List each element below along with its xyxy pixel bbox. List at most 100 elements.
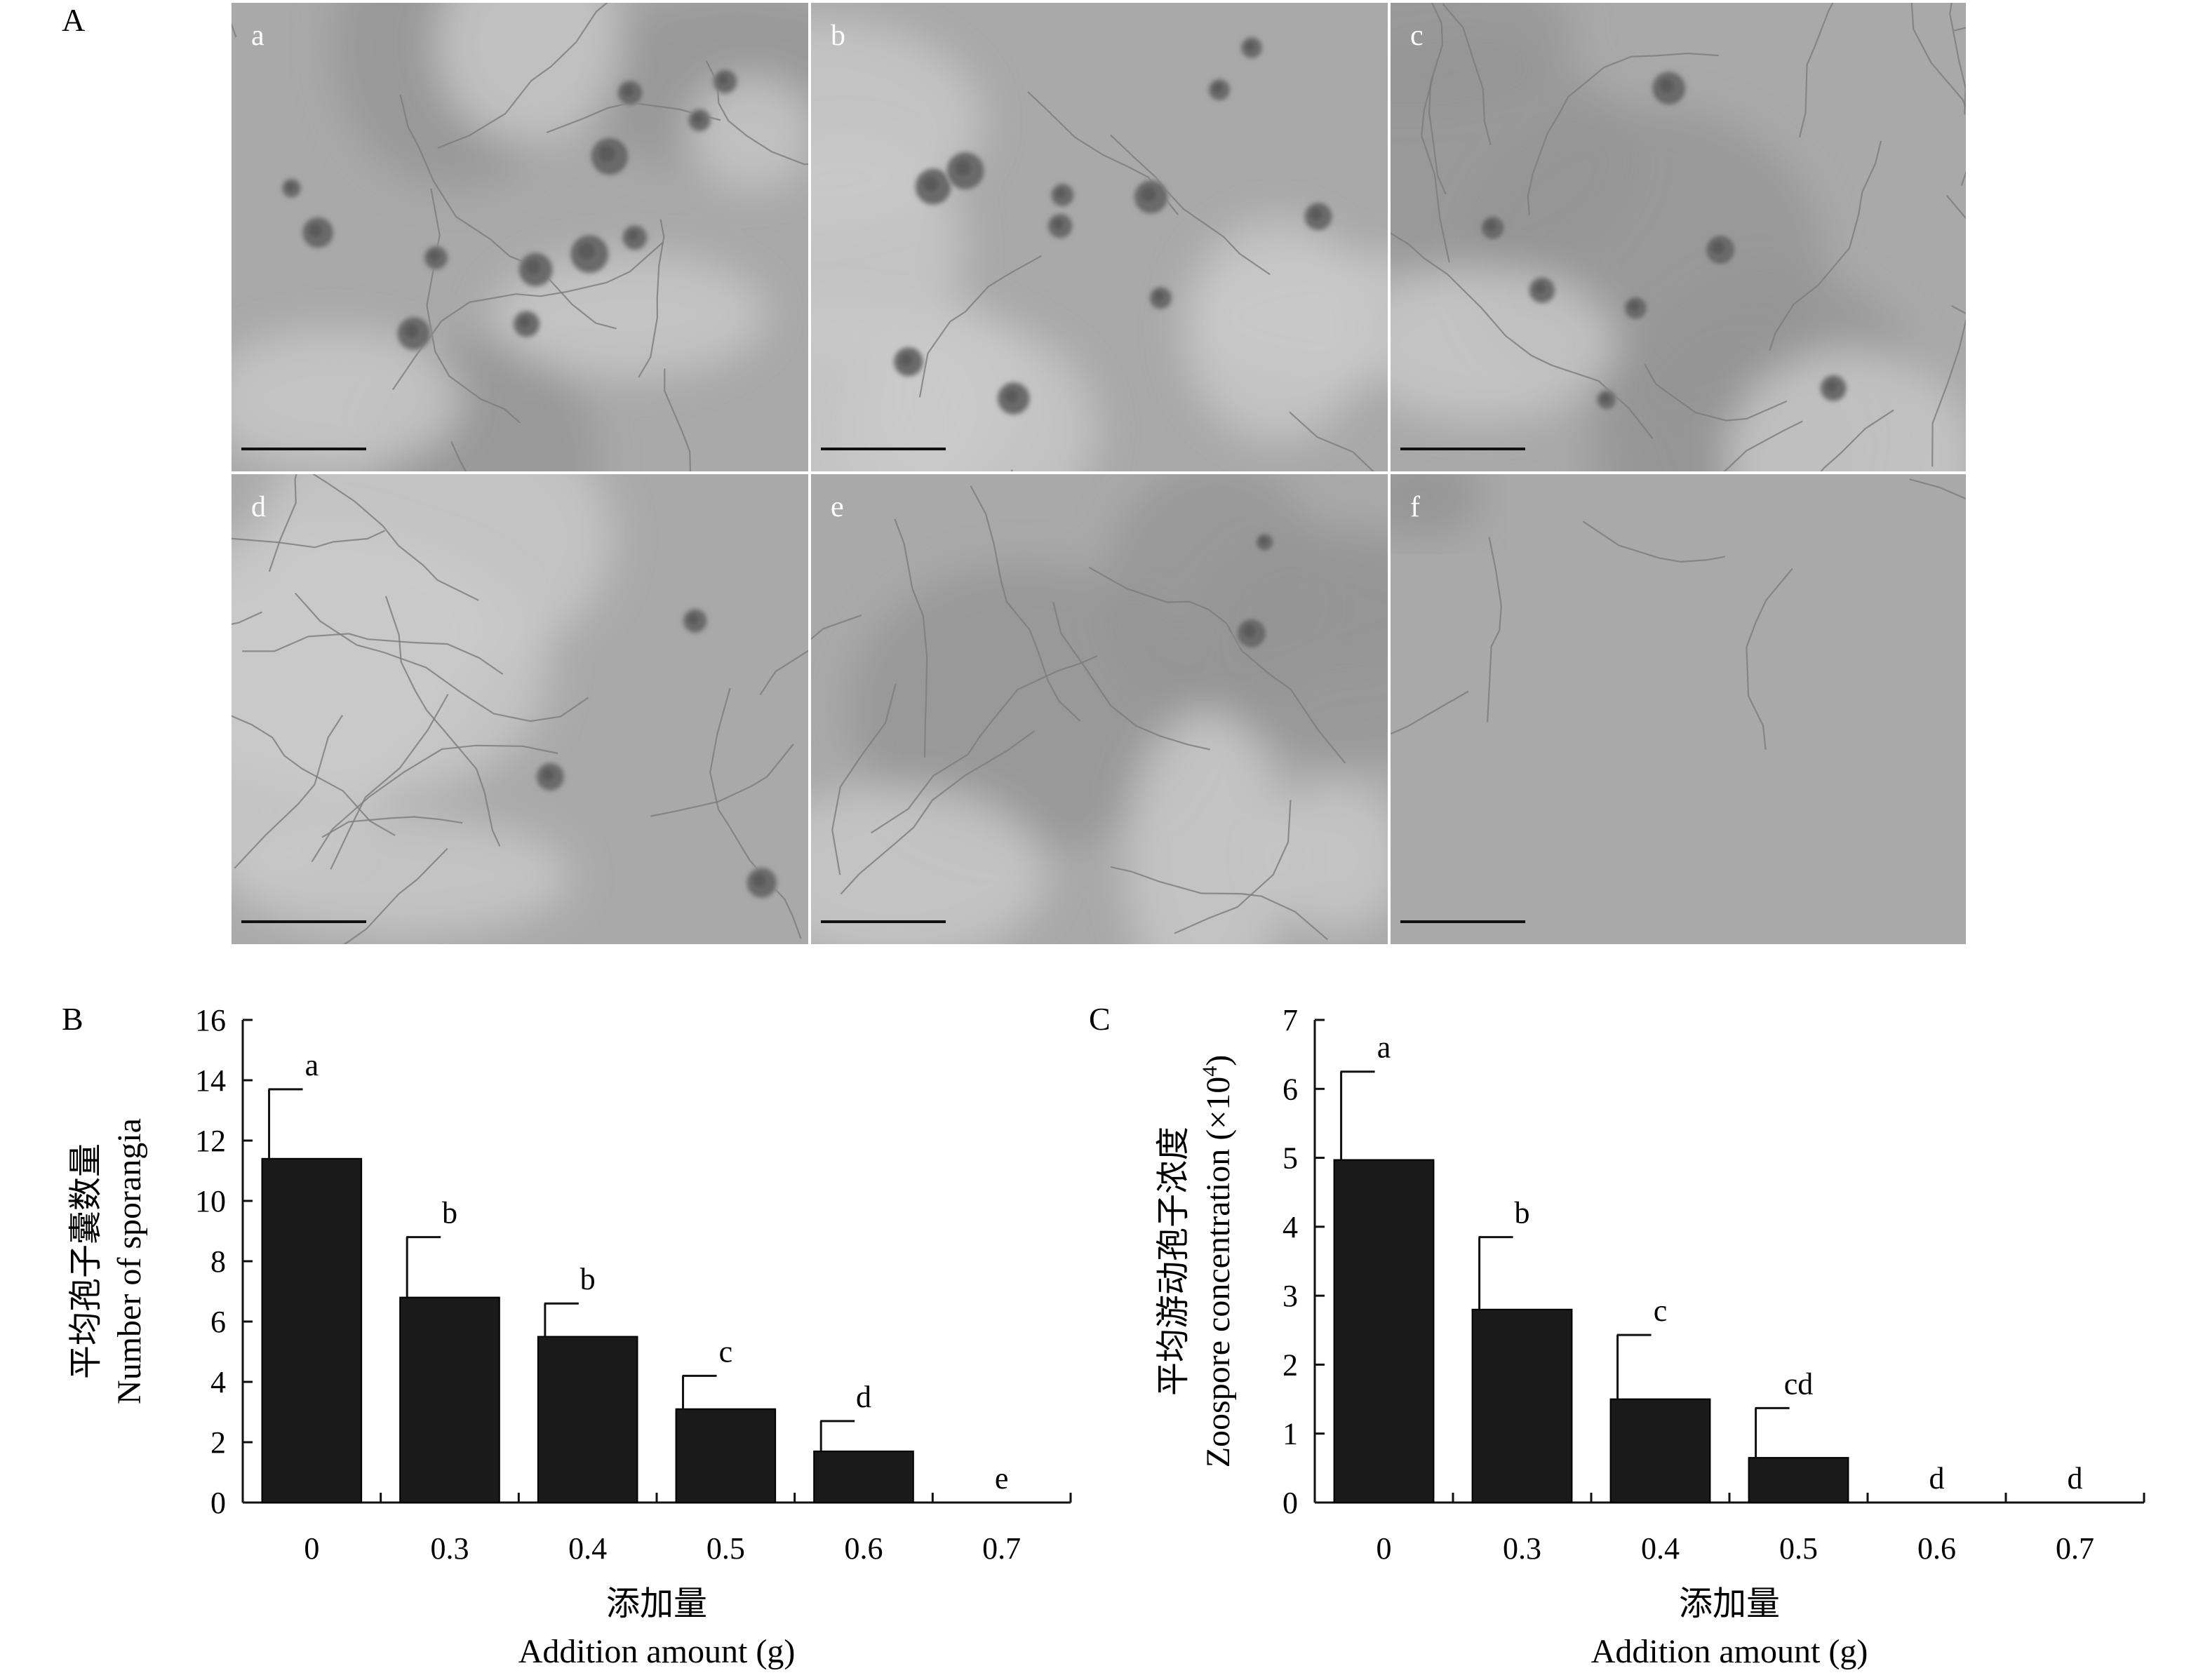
panel-c-label: C: [1089, 1001, 1111, 1037]
hypha: [384, 596, 501, 847]
hypha: [1582, 520, 1725, 563]
sporangium: [1254, 531, 1275, 553]
y-tick-label: 8: [210, 1244, 226, 1279]
hypha: [1527, 52, 1719, 215]
subpanel-label-c: c: [1410, 20, 1424, 52]
sporangium: [1527, 276, 1557, 304]
x-axis-title-zh: 添加量: [1679, 1585, 1780, 1622]
significance-letter: a: [1377, 1030, 1391, 1065]
subpanel-label-e: e: [831, 491, 844, 523]
sporangium: [621, 223, 649, 252]
hypha: [1931, 318, 1966, 467]
micrograph-c: c: [1391, 3, 1966, 471]
hypha: [311, 744, 558, 863]
hypha: [1088, 566, 1346, 764]
significance-letter: d: [2068, 1461, 2083, 1496]
sporangium: [1148, 285, 1174, 311]
y-axis-title-zh: 平均孢子囊数量: [67, 1143, 105, 1379]
hypha: [1820, 409, 1894, 471]
hypha: [918, 255, 1042, 398]
micrograph-a: a: [232, 3, 808, 471]
y-axis-title-superscript: 4: [1198, 1066, 1221, 1077]
subpanel-label-a: a: [251, 20, 264, 52]
bar: [813, 1450, 914, 1503]
y-tick-label: 14: [195, 1063, 226, 1098]
hypha: [1109, 134, 1271, 276]
micrograph-background: [1391, 474, 1966, 944]
sporangia-bar-chart: 0 2 4 6 8 10 12 14 16 0 a 0.3 b 0.4 b 0.5 c 0.6 d 0.7 e 添加量 Ad…: [67, 1003, 1072, 1670]
sporangium: [1703, 233, 1737, 267]
hypha: [638, 219, 665, 378]
hypha: [232, 715, 396, 836]
x-tick-label: 0.6: [1917, 1531, 1956, 1566]
bar: [261, 1157, 363, 1504]
significance-letter: cd: [1784, 1366, 1814, 1401]
hypha: [1946, 194, 1966, 220]
zoospore-bar-chart: 0 1 2 3 4 5 6 7 0 a 0.3 b 0.4 c 0.5 cd 0.6 d 0.7 d 添加量 Additi…: [1155, 1003, 2145, 1670]
hypha: [294, 592, 589, 723]
y-tick-label: 0: [1283, 1486, 1298, 1520]
significance-letter: a: [305, 1048, 319, 1082]
significance-letter: b: [442, 1196, 457, 1230]
micrograph-e: e: [811, 474, 1388, 944]
sporangium: [1622, 295, 1649, 321]
y-axis-title-main: Number of sporangia: [111, 1118, 148, 1404]
sporangium: [517, 251, 554, 288]
x-tick-label: 0.7: [982, 1531, 1021, 1566]
bar: [399, 1296, 500, 1503]
panel-a-label: A: [62, 2, 85, 38]
hypha: [232, 611, 263, 626]
hypha: [1174, 800, 1292, 934]
hypha: [1746, 567, 1793, 750]
hypha: [232, 22, 237, 38]
y-tick-label: 6: [210, 1305, 226, 1339]
x-tick-label: 0.3: [1503, 1531, 1541, 1566]
micrograph-d: d: [232, 474, 808, 944]
bar: [1333, 1159, 1435, 1504]
sporangium: [996, 381, 1031, 416]
y-axis-title: Number of sporangia: [111, 1118, 148, 1404]
hypha: [1027, 91, 1179, 215]
sporangium: [892, 346, 924, 377]
bar: [537, 1336, 638, 1503]
significance-letter: c: [1654, 1293, 1668, 1328]
sporangium: [569, 233, 610, 274]
hypha: [894, 518, 928, 758]
sporangium: [711, 67, 739, 95]
sporangium: [1049, 182, 1076, 208]
x-tick-label: 0: [304, 1531, 319, 1566]
hypha: [970, 485, 1081, 722]
sporangium: [1239, 35, 1264, 60]
hypha: [1110, 866, 1328, 941]
y-tick-label: 4: [1283, 1210, 1298, 1244]
hypha: [840, 730, 1036, 895]
hypha: [1769, 140, 1882, 351]
y-tick-label: 7: [1283, 1003, 1298, 1037]
hypha: [399, 94, 617, 330]
hypha: [1487, 537, 1503, 723]
hypha: [330, 694, 449, 870]
hypha: [321, 816, 463, 838]
hypha: [1953, 27, 1966, 32]
sporangium: [744, 866, 779, 900]
sporangium: [1650, 69, 1687, 107]
hypha: [1951, 305, 1966, 315]
y-tick-label: 10: [195, 1184, 226, 1218]
x-tick-label: 0.7: [2056, 1531, 2094, 1566]
y-axis-title-zh: 平均游动孢子浓度: [1155, 1127, 1192, 1396]
sporangium: [1207, 77, 1232, 102]
sporangium: [396, 315, 432, 351]
hypha: [234, 715, 344, 869]
x-axis-title: Addition amount (g): [518, 1633, 796, 1670]
hypha: [450, 441, 467, 471]
bar: [675, 1408, 777, 1503]
hypha: [268, 474, 297, 572]
subpanel-label-d: d: [251, 491, 266, 523]
y-tick-label: 2: [1283, 1348, 1298, 1382]
hypha: [1391, 690, 1469, 735]
hypha: [437, 3, 608, 149]
x-tick-label: 0.4: [568, 1531, 607, 1566]
y-tick-label: 1: [1283, 1417, 1298, 1451]
x-tick-label: 0.3: [431, 1531, 469, 1566]
